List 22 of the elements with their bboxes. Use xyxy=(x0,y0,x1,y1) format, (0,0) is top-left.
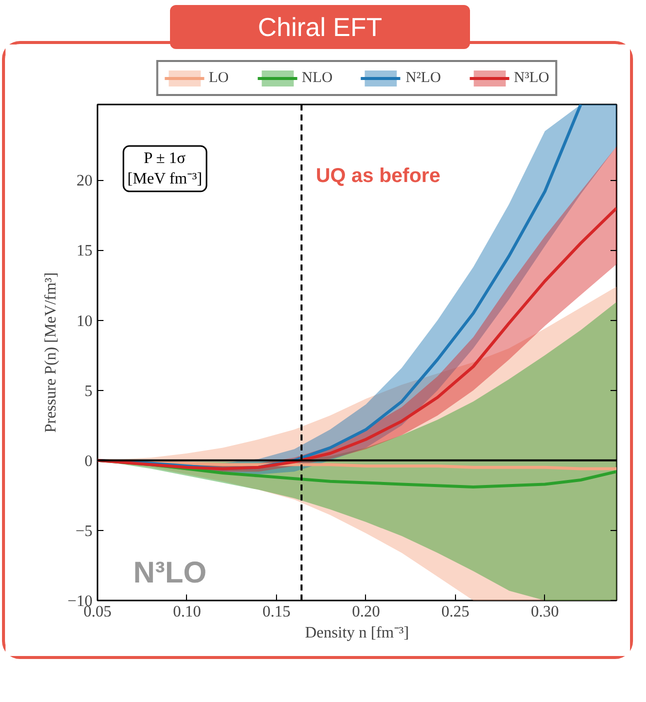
y-tick-label: 0 xyxy=(84,452,92,470)
legend-label: N³LO xyxy=(514,70,550,86)
line-series xyxy=(98,206,616,470)
legend-label: LO xyxy=(208,70,229,86)
y-tick-label: −5 xyxy=(75,522,93,540)
y-tick-label: 15 xyxy=(76,242,92,260)
x-tick-label: 0.25 xyxy=(441,604,470,620)
annotation: N³LO xyxy=(133,556,207,590)
y-tick-label: 10 xyxy=(76,312,92,330)
chart-title: Chiral EFT xyxy=(258,11,382,44)
annotation: P ± 1σ [MeV fm⁻³] xyxy=(127,150,202,188)
x-tick-label: 0.10 xyxy=(172,604,201,620)
y-axis-title: Pressure P(n) [MeV/fm³] xyxy=(42,272,60,433)
y-tick-label: 20 xyxy=(76,172,92,190)
x-axis-title: Density n [fm⁻³] xyxy=(305,624,409,642)
y-tick-label: 5 xyxy=(84,382,92,400)
annotation: UQ as before xyxy=(316,165,440,188)
x-tick-label: 0.30 xyxy=(530,604,559,620)
legend-label: NLO xyxy=(302,70,333,86)
x-tick-label: 0.15 xyxy=(262,604,290,620)
legend-label: N²LO xyxy=(406,70,441,86)
x-tick-label: 0.20 xyxy=(352,604,380,620)
